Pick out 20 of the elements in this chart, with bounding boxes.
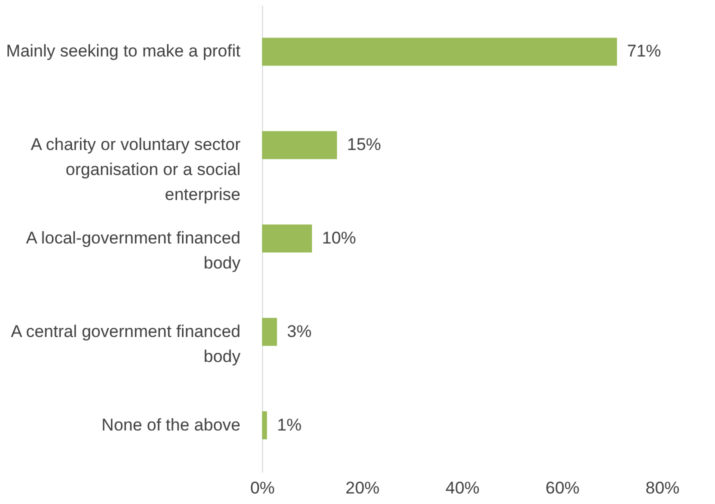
y-tick-label: A local-government financed body <box>26 228 241 272</box>
data-label: 3% <box>287 322 312 341</box>
x-tick-label: 60% <box>545 478 580 498</box>
bar <box>262 318 277 346</box>
y-tick-label: None of the above <box>102 415 240 434</box>
data-label: 1% <box>277 415 302 434</box>
y-tick-label: A central government financed body <box>10 322 241 366</box>
bar <box>262 131 337 160</box>
bar <box>262 38 617 66</box>
y-tick-label: A charity or voluntary sector organisation or a social enterprise <box>30 135 241 204</box>
x-tick-label: 0% <box>250 478 275 498</box>
y-tick-label: Mainly seeking to make a profit <box>6 42 241 61</box>
data-label: 15% <box>347 135 382 154</box>
bar <box>262 224 312 253</box>
x-tick-label: 20% <box>345 478 380 498</box>
bar <box>262 411 267 440</box>
data-label: 10% <box>322 228 356 248</box>
x-tick-label: 80% <box>645 478 680 498</box>
data-label: 71% <box>627 42 662 61</box>
x-tick-label: 40% <box>445 478 480 498</box>
